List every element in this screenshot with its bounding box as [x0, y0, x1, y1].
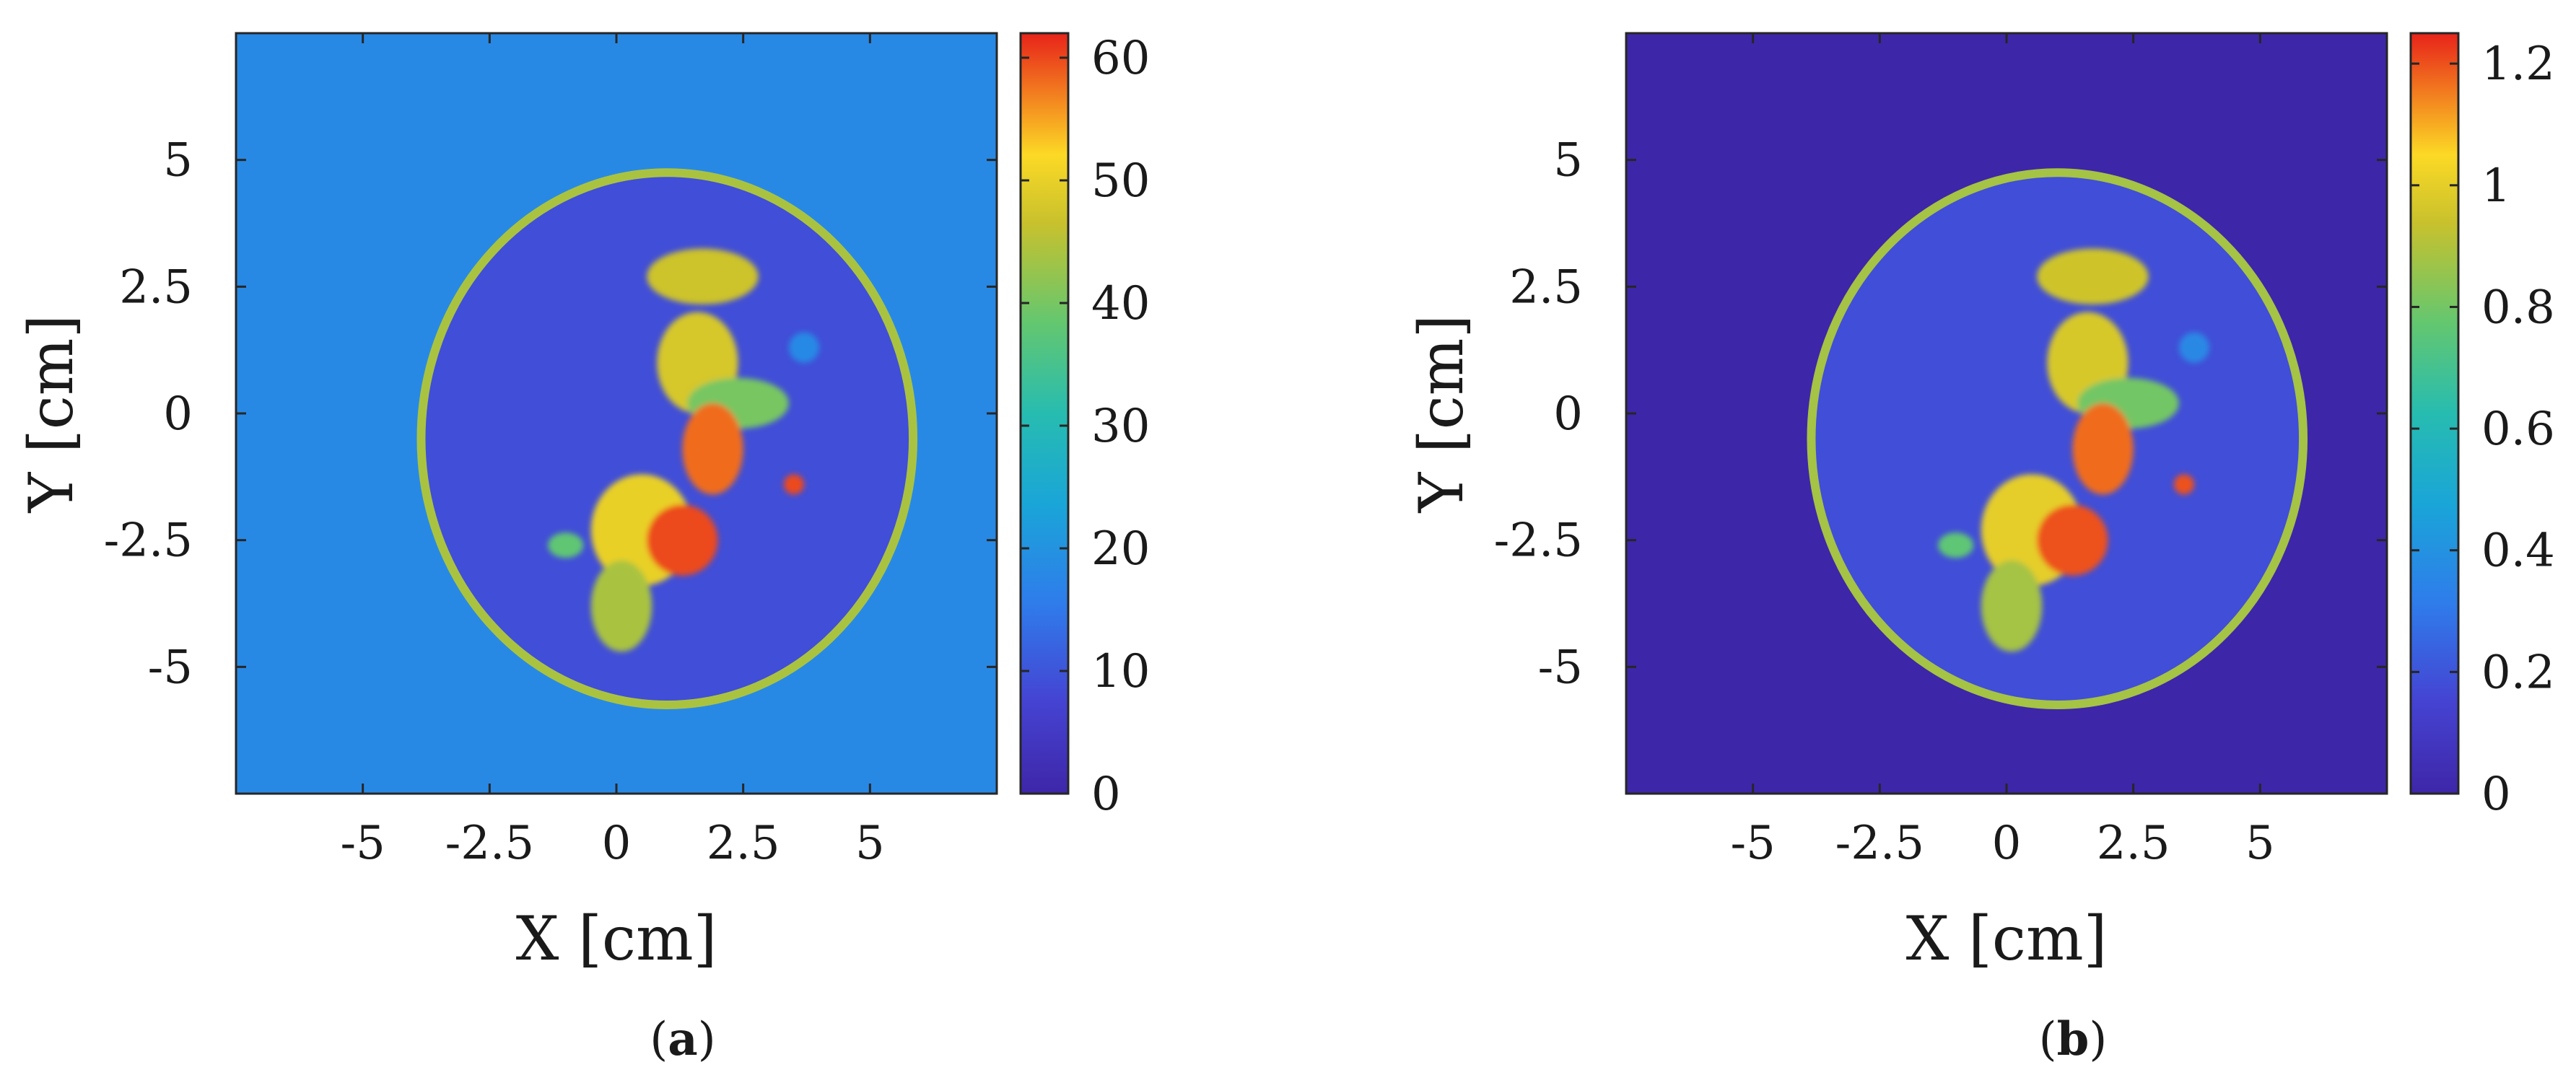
heatmap-blob	[2178, 332, 2210, 363]
colorbar-tick-label: 0	[1091, 768, 1121, 821]
x-tick-label: 0	[602, 817, 632, 870]
y-tick-label: 0	[163, 387, 193, 441]
heatmap-blob	[1938, 532, 1974, 558]
y-tick-label: 5	[1553, 134, 1583, 188]
heatmap-blob	[548, 532, 584, 558]
colorbar-tick-label: 0.4	[2481, 525, 2555, 578]
colorbar-tick-label: 20	[1091, 522, 1150, 576]
x-tick-label: 0	[1992, 817, 2022, 870]
heatmap-blob	[1981, 560, 2043, 652]
y-tick-label: 5	[163, 134, 193, 188]
y-tick-label: 2.5	[1509, 260, 1583, 314]
y-tick-label: -5	[1538, 641, 1583, 694]
heatmap-blobs	[548, 248, 820, 652]
colorbar-tick-label: 40	[1091, 277, 1150, 330]
heatmap-ring	[1807, 168, 2308, 710]
heatmap-panel-b: -5 -2.5 0 2.5 5 5 2.5 0 -2.5 -5 X [cm] Y [cm] 0 0.…	[1406, 32, 2555, 1066]
x-tick-label: 5	[2245, 817, 2275, 870]
colorbar-tick-label: 0.2	[2481, 646, 2555, 699]
colorbar-tick-label: 1.2	[2481, 38, 2555, 91]
heatmap-image	[1626, 33, 2387, 794]
y-tick-label: -2.5	[1494, 514, 1583, 568]
heatmap-blob	[2037, 504, 2108, 576]
colorbar-tick-label: 10	[1091, 645, 1150, 698]
colorbar-tick-label: 60	[1091, 32, 1150, 85]
x-tick-label: -5	[340, 817, 385, 870]
x-axis-label: X [cm]	[1906, 903, 2108, 974]
heatmap-blob	[682, 403, 743, 495]
x-tick-label: -5	[1730, 817, 1775, 870]
x-tick-label: 2.5	[707, 817, 780, 870]
heatmap-blobs	[1938, 248, 2210, 652]
colorbar-tick-label: 1	[2481, 159, 2511, 213]
colorbar	[1019, 32, 1070, 795]
heatmap-blob	[647, 248, 759, 304]
colorbar-ticks: 0 10 20 30 40 50 60	[1021, 32, 1150, 821]
x-tick-label: 5	[855, 817, 885, 870]
heatmap-interior	[1811, 172, 2304, 706]
heatmap-blob	[783, 474, 804, 495]
colorbar-tick-label: 0.6	[2481, 403, 2555, 456]
heatmap-blob	[647, 504, 718, 576]
heatmap-blob	[788, 332, 820, 363]
y-axis-label: Y [cm]	[16, 315, 87, 513]
x-tick-label: -2.5	[445, 817, 534, 870]
heatmap-blob	[2037, 248, 2149, 304]
heatmap-interior	[421, 172, 914, 706]
axis-ticks: -5 -2.5 0 2.5 5 5 2.5 0 -2.5 -5	[104, 33, 997, 870]
y-tick-label: -5	[148, 641, 193, 694]
heatmap-blob	[2173, 474, 2194, 495]
y-tick-label: -2.5	[104, 514, 193, 568]
heatmap-image	[236, 33, 997, 794]
heatmap-blob	[590, 560, 652, 652]
x-axis-label: X [cm]	[516, 903, 717, 974]
colorbar-tick-label: 0	[2481, 768, 2511, 821]
panel-label-a: (a)	[650, 1012, 715, 1066]
y-tick-label: 2.5	[119, 260, 193, 314]
colorbar-tick-label: 50	[1091, 154, 1150, 208]
heatmap-panel-a: -5 -2.5 0 2.5 5 5 2.5 0 -2.5 -5 X [cm] Y [cm] 0 10…	[16, 32, 1150, 1066]
y-axis-label: Y [cm]	[1406, 315, 1477, 513]
x-tick-label: 2.5	[2097, 817, 2170, 870]
x-tick-label: -2.5	[1835, 817, 1924, 870]
colorbar-tick-label: 30	[1091, 400, 1150, 453]
heatmap-ring	[416, 168, 918, 710]
panel-label-b: (b)	[2039, 1012, 2108, 1066]
colorbar-ticks: 0 0.2 0.4 0.6 0.8 1 1.2	[2411, 38, 2555, 821]
heatmap-blob	[2072, 403, 2134, 495]
colorbar	[2409, 32, 2460, 795]
colorbar-tick-label: 0.8	[2481, 281, 2555, 334]
axis-ticks: -5 -2.5 0 2.5 5 5 2.5 0 -2.5 -5	[1494, 33, 2387, 870]
y-tick-label: 0	[1553, 387, 1583, 441]
